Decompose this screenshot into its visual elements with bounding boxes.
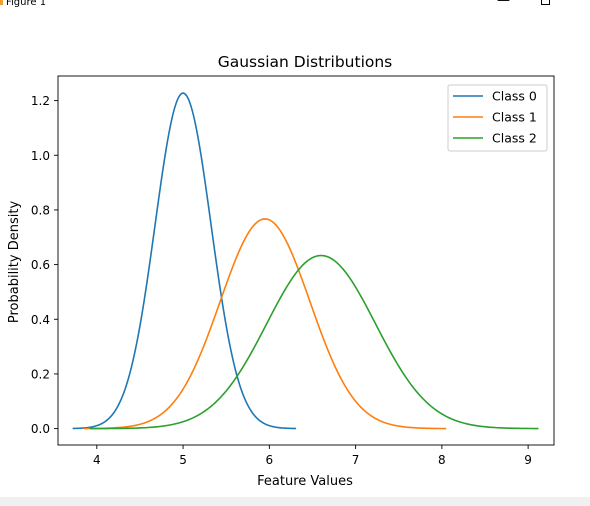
- y-tick-label: 0.6: [31, 258, 50, 272]
- minimize-button[interactable]: —: [497, 0, 510, 8]
- x-tick-label: 8: [438, 453, 446, 467]
- y-tick-label: 1.0: [31, 149, 50, 163]
- plot-frame: [57, 75, 555, 446]
- x-tick-label: 5: [179, 453, 187, 467]
- window-titlebar: Figure 1 —: [0, 0, 590, 14]
- series-line-1: [83, 218, 447, 430]
- y-tick-label: 0.8: [31, 203, 50, 217]
- y-tick-label: 0.0: [31, 422, 50, 436]
- figure-toolbar: [0, 497, 590, 506]
- x-tick-label: 9: [524, 453, 532, 467]
- y-tick-label: 1.2: [31, 94, 50, 108]
- app-icon: [0, 0, 3, 5]
- legend-label-2: Class 2: [492, 131, 537, 146]
- legend-box: [447, 84, 548, 152]
- y-tick-label: 0.2: [31, 367, 50, 381]
- chart-title: Gaussian Distributions: [218, 53, 393, 71]
- legend-label-1: Class 1: [492, 110, 537, 125]
- x-axis-label: Feature Values: [257, 474, 353, 489]
- legend-label-0: Class 0: [492, 89, 537, 104]
- maximize-button[interactable]: [541, 0, 550, 5]
- series-line-2: [89, 254, 539, 430]
- y-axis-label: Probability Density: [7, 201, 22, 324]
- x-tick-label: 7: [352, 453, 360, 467]
- x-tick-label: 4: [93, 453, 101, 467]
- y-tick-label: 0.4: [31, 313, 50, 327]
- x-tick-label: 6: [266, 453, 274, 467]
- series-line-0: [72, 92, 297, 430]
- window-title: Figure 1: [6, 0, 47, 8]
